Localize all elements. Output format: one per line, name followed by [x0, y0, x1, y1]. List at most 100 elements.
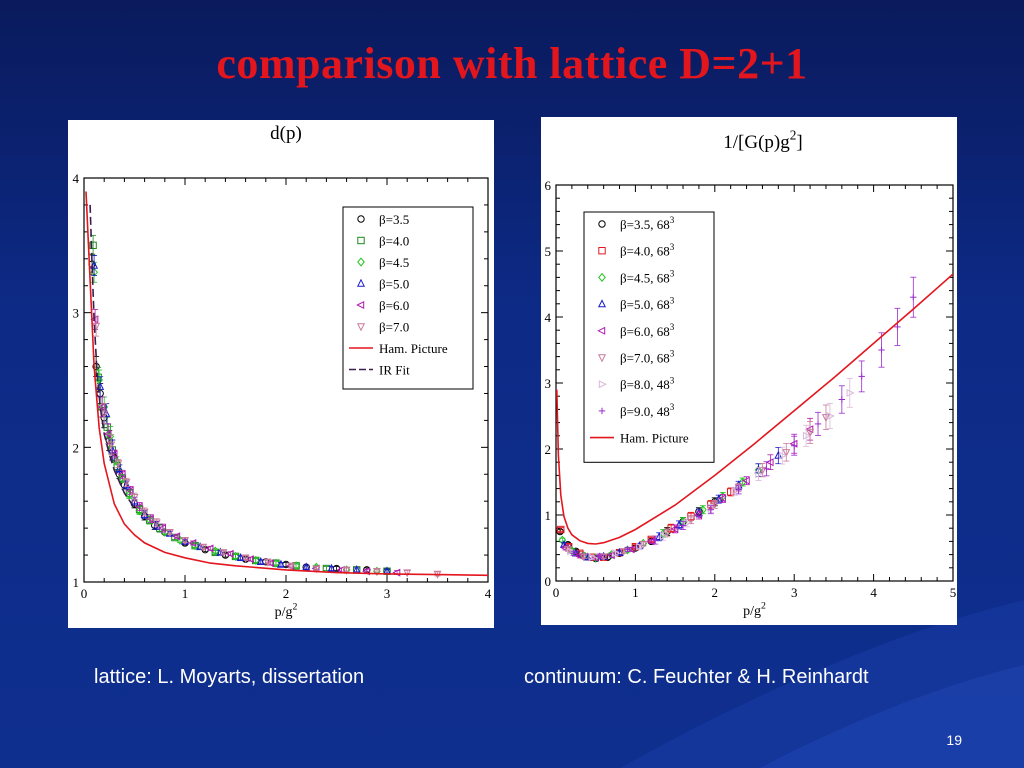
x-tick-label: 3: [384, 586, 391, 601]
data-point: [802, 431, 811, 440]
legend-label: β=6.0, 683: [620, 322, 675, 339]
chart-dp: d(p)0 1 2 3 41234p/g2β=3.5β=4.0β=4.5β=5.0β=6…: [73, 123, 492, 620]
x-axis-label-superscript: 2: [761, 601, 766, 612]
caption-continuum: continuum: C. Feuchter & H. Reinhardt: [524, 666, 869, 688]
data-point: [276, 559, 285, 568]
data-point: [263, 558, 272, 567]
data-point: [115, 464, 124, 473]
data-point: [858, 373, 865, 380]
legend-symbol: [356, 300, 365, 310]
data-point: [663, 529, 672, 538]
legend-label-superscript: 3: [670, 322, 675, 332]
x-tick-label: 2: [283, 586, 290, 601]
x-tick-label: 5: [950, 585, 957, 600]
data-point: [838, 396, 846, 403]
series-5: [563, 404, 830, 562]
data-point: [196, 542, 205, 551]
series-2: [558, 463, 763, 563]
data-point: [763, 465, 770, 472]
data-point: [199, 543, 208, 552]
legend-label-superscript: 3: [670, 242, 675, 252]
data-point: [699, 505, 707, 515]
data-point: [683, 518, 692, 527]
data-point: [758, 466, 767, 475]
data-point: [563, 546, 572, 555]
legend-label-superscript: 3: [670, 375, 675, 385]
data-point: [103, 429, 112, 438]
chart-panel-ghost: 1/[G(p)g2] 0 1 2 3 4 5 0 1 2 3 4 5 6 p/g2 β=3.5, 683 β=4…: [541, 117, 957, 625]
page-number: 19: [946, 732, 962, 748]
data-point: [287, 562, 296, 571]
y-tick-label: 3: [73, 306, 80, 321]
data-point: [738, 477, 747, 487]
legend-label: β=4.5, 683: [620, 269, 675, 286]
legend: β=3.5 β=4.0 β=4.5 β=5.0 β=6.0 β=7.0 Ham. Pictu…: [342, 206, 474, 390]
data-point: [707, 506, 715, 513]
x-tick-label: 0: [553, 585, 560, 600]
series-curve: [85, 191, 488, 577]
legend-symbol: [598, 220, 606, 228]
legend-label: β=4.5: [379, 255, 409, 270]
legend-label: β=8.0, 483: [620, 375, 675, 392]
legend-symbol: [598, 380, 607, 389]
data-point: [826, 411, 835, 421]
slide-title: comparison with lattice D=2+1: [216, 39, 808, 88]
legend-label: β=5.0, 683: [620, 295, 675, 312]
y-tick-label: 4: [545, 310, 552, 325]
x-tick-label: 0: [81, 586, 88, 601]
data-point: [575, 551, 584, 560]
legend-label: β=7.0, 683: [620, 349, 675, 366]
data-point: [710, 501, 719, 510]
x-tick-label: 1: [632, 585, 639, 600]
data-point: [579, 553, 588, 562]
x-axis-label-superscript: 2: [292, 602, 297, 613]
data-point: [910, 294, 917, 301]
data-point: [599, 553, 608, 562]
series-curve: [89, 204, 136, 509]
x-tick-label: 1: [182, 586, 189, 601]
data-point: [717, 494, 726, 503]
series-6: [567, 378, 855, 562]
data-point: [667, 524, 675, 532]
data-point: [765, 458, 774, 467]
data-point: [225, 549, 234, 558]
data-point: [140, 509, 149, 518]
legend: β=3.5, 683 β=4.0, 683 β=4.5, 683 β=5.0, 683…: [583, 211, 715, 463]
legend-symbol: [597, 354, 607, 363]
legend-symbol: [598, 247, 606, 255]
legend-label: β=3.5, 683: [620, 215, 675, 232]
legend-label: β=5.0: [379, 277, 409, 292]
data-point: [107, 441, 116, 450]
data-point: [735, 486, 742, 494]
legend-symbol: [356, 278, 366, 287]
data-point: [403, 569, 412, 578]
legend-symbol: [598, 272, 606, 282]
series-1: [557, 487, 735, 561]
series-7: [89, 204, 136, 509]
data-point: [636, 542, 645, 551]
data-point: [140, 508, 149, 517]
data-point: [878, 346, 885, 354]
data-point: [205, 544, 214, 553]
data-point: [125, 486, 134, 495]
legend-label: β=4.0: [379, 234, 409, 249]
legend-label: β=9.0, 483: [620, 402, 675, 419]
legend-symbol: [597, 299, 607, 308]
data-point: [172, 532, 181, 541]
legend-label: β=3.5: [379, 212, 409, 227]
data-point: [97, 402, 106, 411]
y-tick-label: 1: [73, 575, 80, 590]
legend-label-superscript: 3: [670, 349, 675, 359]
data-point: [114, 460, 123, 469]
data-point: [165, 528, 174, 537]
y-tick-label: 5: [545, 244, 552, 259]
data-point: [372, 568, 381, 577]
data-point: [814, 420, 822, 428]
legend-symbol: [357, 236, 365, 245]
data-point: [130, 496, 139, 505]
data-point: [619, 548, 628, 557]
legend-symbol: [598, 407, 606, 415]
legend-label-superscript: 3: [670, 295, 675, 305]
data-point: [152, 519, 161, 528]
y-tick-label: 1: [545, 508, 552, 523]
